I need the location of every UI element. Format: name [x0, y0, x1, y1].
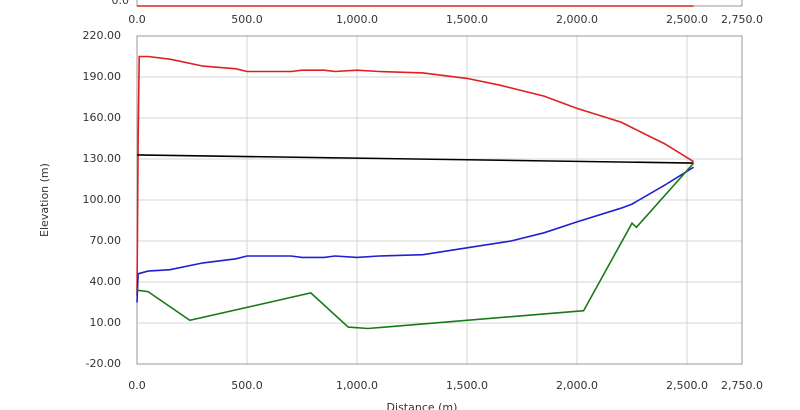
- x-tick-label: 0.0: [128, 379, 146, 392]
- x-tick-label: 1,500.0: [446, 13, 488, 26]
- y-tick-label: 40.00: [90, 275, 122, 288]
- x-tick-label: 0.0: [128, 13, 146, 26]
- y-tick-label: 130.00: [83, 152, 122, 165]
- x-tick-label: 2,750.0: [721, 13, 763, 26]
- plot-frame: [136, 0, 743, 7]
- y-tick-label: 10.00: [90, 316, 122, 329]
- series-line: [136, 162, 695, 330]
- y-tick-label: 190.00: [83, 70, 122, 83]
- x-tick-label: 1,000.0: [336, 379, 378, 392]
- x-tick-label: 2,000.0: [556, 13, 598, 26]
- x-tick-label: 2,750.0: [721, 379, 763, 392]
- x-tick-label: 1,500.0: [446, 379, 488, 392]
- y-tick-label: -20.00: [86, 357, 121, 370]
- x-tick-label: 500.0: [231, 13, 263, 26]
- y-tick-label: 100.00: [83, 193, 122, 206]
- series-line: [136, 154, 694, 164]
- series-line: [136, 55, 695, 296]
- x-tick-label: 2,500.0: [666, 13, 708, 26]
- y-axis-label: Elevation (m): [38, 163, 51, 237]
- y-tick-label: 0.0: [112, 0, 130, 7]
- x-tick-label: 1,000.0: [336, 13, 378, 26]
- x-tick-label: 500.0: [231, 379, 263, 392]
- x-tick-label: 2,500.0: [666, 379, 708, 392]
- y-tick-label: 70.00: [90, 234, 122, 247]
- series-line: [136, 166, 695, 303]
- x-axis-label: Distance (m): [387, 401, 458, 410]
- y-tick-label: 160.00: [83, 111, 122, 124]
- y-tick-label: 220.00: [83, 29, 122, 42]
- x-tick-label: 2,000.0: [556, 379, 598, 392]
